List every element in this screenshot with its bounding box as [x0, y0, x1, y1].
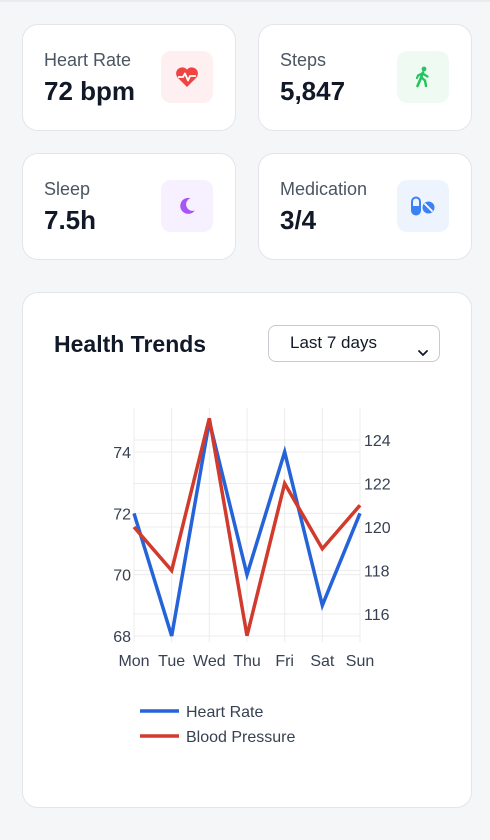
health-trends-card: Health Trends Last 7 days Mon Tue Wed Thu Fr… — [22, 292, 472, 808]
x-tick-label: Fri — [275, 653, 294, 670]
health-trends-title: Health Trends — [54, 331, 207, 357]
x-tick-label: Sun — [345, 653, 373, 670]
heart-pulse-icon — [161, 51, 213, 103]
pills-icon — [397, 180, 449, 232]
steps-card[interactable]: Steps 5,847 — [258, 24, 472, 131]
y-left-tick-label: 74 — [113, 445, 131, 462]
y-right-tick-label: 116 — [364, 607, 390, 624]
medication-label: Medication — [280, 179, 368, 199]
x-tick-label: Sat — [310, 653, 335, 670]
medication-card[interactable]: Medication 3/4 — [258, 153, 472, 260]
chevron-down-icon — [417, 337, 429, 371]
sleep-value: 7.5h — [44, 205, 97, 235]
y-left-tick-label: 72 — [113, 506, 131, 523]
steps-label: Steps — [280, 50, 327, 70]
y-right-tick-label: 120 — [364, 520, 391, 537]
y-left-tick-label: 70 — [113, 567, 131, 584]
top-divider — [0, 0, 490, 2]
health-trends-chart: Mon Tue Wed Thu Fri Sat Sun 68 70 72 74 116 118 120 12… — [113, 407, 391, 746]
x-tick-label: Mon — [118, 653, 149, 670]
y-right-tick-label: 124 — [364, 433, 391, 450]
legend-label: Blood Pressure — [186, 729, 295, 746]
steps-value: 5,847 — [280, 76, 346, 106]
series-line-blood-pressure — [132, 417, 361, 636]
sleep-label: Sleep — [44, 179, 91, 199]
moon-icon — [161, 180, 213, 232]
medication-value: 3/4 — [280, 205, 317, 235]
heart-rate-value: 72 bpm — [44, 76, 136, 106]
series-line-heart-rate — [131, 420, 362, 637]
sleep-card[interactable]: Sleep 7.5h — [22, 153, 236, 260]
y-right-tick-label: 122 — [364, 476, 391, 493]
y-right-tick-label: 118 — [364, 563, 390, 580]
heart-rate-card[interactable]: Heart Rate 72 bpm — [22, 24, 236, 131]
date-range-select[interactable]: Last 7 days — [268, 325, 440, 362]
x-tick-label: Wed — [193, 653, 226, 670]
date-range-value: Last 7 days — [290, 333, 377, 352]
legend-label: Heart Rate — [186, 704, 263, 721]
heart-rate-label: Heart Rate — [44, 50, 132, 70]
walking-icon — [397, 51, 449, 103]
y-left-tick-label: 68 — [113, 629, 131, 646]
x-tick-label: Tue — [158, 653, 185, 670]
x-tick-label: Thu — [233, 653, 261, 670]
